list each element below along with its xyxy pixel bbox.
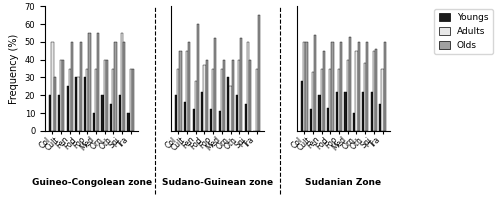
Bar — [54, 77, 56, 131]
Y-axis label: Frequency (%): Frequency (%) — [9, 34, 19, 104]
Bar — [121, 33, 123, 131]
X-axis label: Sudano-Guinean zone: Sudano-Guinean zone — [162, 178, 273, 187]
Bar — [204, 65, 206, 131]
Bar — [240, 38, 242, 131]
Bar — [175, 95, 178, 131]
Bar — [132, 69, 134, 131]
Bar — [178, 69, 180, 131]
Bar — [372, 51, 375, 131]
Bar — [114, 42, 116, 131]
Bar — [356, 51, 358, 131]
Bar — [214, 38, 216, 131]
Bar — [52, 42, 54, 131]
Bar — [104, 60, 106, 131]
X-axis label: Sudanian Zone: Sudanian Zone — [306, 178, 382, 187]
Bar — [230, 86, 232, 131]
Bar — [228, 77, 230, 131]
Bar — [258, 15, 260, 131]
Bar — [223, 60, 225, 131]
Bar — [256, 69, 258, 131]
Bar — [327, 108, 330, 131]
Bar — [201, 92, 203, 131]
Bar — [97, 33, 99, 131]
Bar — [194, 81, 197, 131]
Bar — [49, 95, 51, 131]
Bar — [192, 110, 194, 131]
Bar — [353, 113, 356, 131]
Bar — [130, 69, 132, 131]
Bar — [320, 69, 322, 131]
Bar — [303, 42, 306, 131]
Bar — [69, 69, 71, 131]
Bar — [106, 60, 108, 131]
Bar — [238, 60, 240, 131]
Bar — [197, 24, 199, 131]
Bar — [60, 60, 62, 131]
Bar — [188, 42, 190, 131]
Bar — [338, 69, 340, 131]
Bar — [301, 81, 303, 131]
Bar — [86, 69, 88, 131]
Bar — [84, 77, 86, 131]
Bar — [186, 51, 188, 131]
Bar — [314, 35, 316, 131]
Bar — [340, 42, 342, 131]
Bar — [128, 113, 130, 131]
Bar — [244, 104, 247, 131]
Bar — [232, 60, 234, 131]
Bar — [379, 104, 382, 131]
Bar — [382, 69, 384, 131]
Bar — [318, 95, 320, 131]
Bar — [62, 60, 64, 131]
Bar — [112, 69, 114, 131]
Bar — [80, 42, 82, 131]
Bar — [249, 60, 251, 131]
Bar — [102, 95, 103, 131]
Bar — [218, 111, 221, 131]
Bar — [332, 42, 334, 131]
Bar — [66, 86, 69, 131]
Bar — [236, 95, 238, 131]
Bar — [221, 69, 223, 131]
Bar — [58, 95, 60, 131]
Bar — [370, 92, 372, 131]
Bar — [330, 69, 332, 131]
Bar — [322, 51, 325, 131]
Bar — [184, 102, 186, 131]
Bar — [119, 95, 121, 131]
Bar — [336, 92, 338, 131]
Bar — [247, 42, 249, 131]
Bar — [212, 69, 214, 131]
Bar — [71, 42, 73, 131]
Bar — [78, 77, 80, 131]
Bar — [210, 110, 212, 131]
Legend: Youngs, Adults, Olds: Youngs, Adults, Olds — [434, 9, 493, 54]
Bar — [366, 42, 368, 131]
Bar — [375, 49, 377, 131]
Bar — [123, 42, 126, 131]
Bar — [358, 42, 360, 131]
Bar — [206, 60, 208, 131]
Bar — [344, 92, 346, 131]
Bar — [312, 72, 314, 131]
Bar — [180, 51, 182, 131]
Bar — [349, 37, 351, 131]
Bar — [88, 33, 90, 131]
Bar — [346, 60, 349, 131]
Bar — [310, 110, 312, 131]
Bar — [362, 92, 364, 131]
Bar — [76, 77, 78, 131]
Bar — [95, 69, 97, 131]
Bar — [92, 113, 95, 131]
X-axis label: Guineo-Congolean zone: Guineo-Congolean zone — [32, 178, 152, 187]
Bar — [306, 42, 308, 131]
Bar — [110, 104, 112, 131]
Bar — [384, 42, 386, 131]
Bar — [364, 63, 366, 131]
